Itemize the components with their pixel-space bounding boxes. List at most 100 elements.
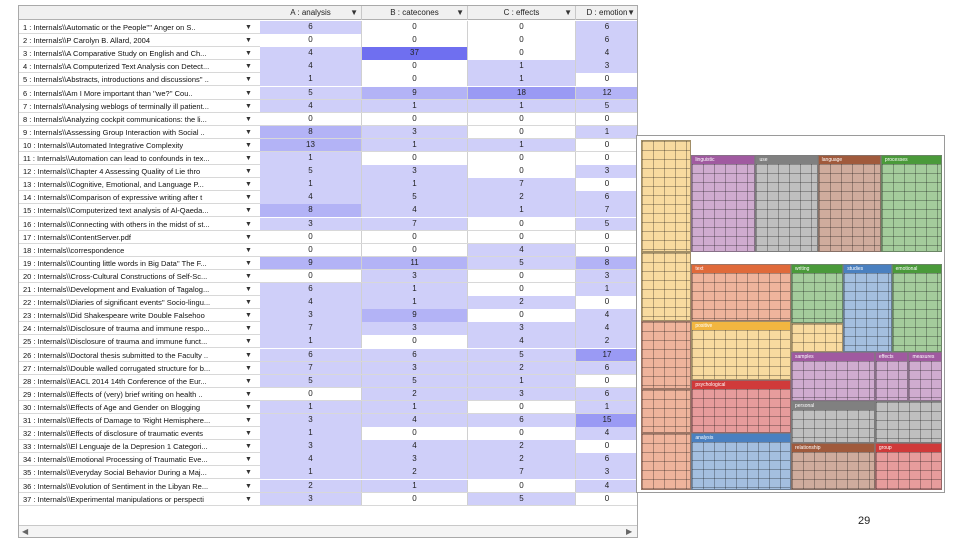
table-row[interactable]: 17 : Internals\\ContentServer.pdf ▼ 0 0 0 0 <box>19 230 637 244</box>
filter-icon[interactable]: ▼ <box>245 469 252 477</box>
table-row[interactable]: 33 : Internals\\El Lenguaje de la Depres… <box>19 440 637 454</box>
matrix-cell[interactable]: 1 <box>362 283 468 296</box>
table-row[interactable]: 1 : Internals\\Automatic or the People''… <box>19 21 637 35</box>
matrix-cell[interactable]: 1 <box>260 152 362 165</box>
matrix-cell[interactable]: 6 <box>576 361 637 375</box>
filter-icon[interactable]: ▼ <box>245 390 252 398</box>
filter-icon[interactable]: ▼ <box>245 482 252 490</box>
matrix-cell[interactable]: 0 <box>260 112 362 126</box>
table-row[interactable]: 22 : Internals\\Diaries of significant e… <box>19 296 637 310</box>
filter-icon[interactable]: ▼ <box>245 76 252 84</box>
table-row[interactable]: 6 : Internals\\Am I More important than … <box>19 86 637 100</box>
filter-icon[interactable]: ▼ <box>245 272 252 280</box>
matrix-cell[interactable]: 5 <box>362 374 468 388</box>
matrix-cell[interactable]: 0 <box>260 230 362 244</box>
table-row[interactable]: 20 : Internals\\Cross-Cultural Construct… <box>19 269 637 283</box>
matrix-cell[interactable]: 4 <box>260 296 362 309</box>
column-header[interactable]: C : effects ▼ <box>468 6 576 20</box>
matrix-cell[interactable]: 4 <box>576 322 637 335</box>
matrix-cell[interactable]: 2 <box>362 387 468 401</box>
matrix-cell[interactable]: 5 <box>576 217 637 230</box>
table-row[interactable]: 30 : Internals\\Effects of Age and Gende… <box>19 400 637 414</box>
filter-icon[interactable]: ▼ <box>456 8 464 17</box>
matrix-cell[interactable]: 5 <box>260 165 362 178</box>
matrix-cell[interactable]: 0 <box>576 296 637 309</box>
matrix-cell[interactable]: 1 <box>362 178 468 191</box>
matrix-cell[interactable]: 1 <box>260 335 362 348</box>
matrix-cell[interactable]: 1 <box>468 99 576 113</box>
matrix-cell[interactable]: 0 <box>468 34 576 47</box>
matrix-cell[interactable]: 0 <box>468 21 576 34</box>
filter-icon[interactable]: ▼ <box>245 89 252 97</box>
matrix-cell[interactable]: 1 <box>362 138 468 152</box>
matrix-cell[interactable]: 8 <box>576 256 637 270</box>
filter-icon[interactable]: ▼ <box>245 338 252 346</box>
matrix-cell[interactable]: 3 <box>576 60 637 73</box>
filter-icon[interactable]: ▼ <box>245 430 252 438</box>
matrix-cell[interactable]: 8 <box>260 204 362 217</box>
filter-icon[interactable]: ▼ <box>245 102 252 110</box>
filter-icon[interactable]: ▼ <box>245 24 252 31</box>
matrix-cell[interactable]: 3 <box>362 322 468 335</box>
matrix-cell[interactable]: 7 <box>576 204 637 217</box>
matrix-cell[interactable]: 6 <box>576 21 637 34</box>
coding-matrix-grid[interactable]: A : analysis ▼ B : catecones ▼ C : effects ▼ D… <box>18 5 638 538</box>
matrix-cell[interactable]: 0 <box>468 269 576 283</box>
matrix-cell[interactable]: 2 <box>468 191 576 204</box>
matrix-cell[interactable]: 0 <box>362 152 468 165</box>
filter-icon[interactable]: ▼ <box>245 312 252 320</box>
matrix-cell[interactable]: 0 <box>576 492 637 506</box>
matrix-cell[interactable]: 6 <box>260 283 362 296</box>
filter-icon[interactable]: ▼ <box>245 128 252 136</box>
matrix-cell[interactable]: 4 <box>468 243 576 257</box>
matrix-cell[interactable]: 1 <box>362 99 468 113</box>
filter-icon[interactable]: ▼ <box>245 443 252 451</box>
filter-icon[interactable]: ▼ <box>350 8 358 17</box>
matrix-cell[interactable]: 4 <box>576 479 637 492</box>
table-row[interactable]: 23 : Internals\\Did Shakespeare write Do… <box>19 309 637 323</box>
table-row[interactable]: 35 : Internals\\Everyday Social Behavior… <box>19 466 637 480</box>
matrix-cell[interactable]: 5 <box>362 191 468 204</box>
filter-icon[interactable]: ▼ <box>245 403 252 411</box>
matrix-cell[interactable]: 11 <box>362 256 468 270</box>
matrix-cell[interactable]: 3 <box>362 269 468 283</box>
filter-icon[interactable]: ▼ <box>245 63 252 71</box>
matrix-cell[interactable]: 13 <box>260 138 362 152</box>
matrix-cell[interactable]: 1 <box>260 400 362 414</box>
matrix-cell[interactable]: 1 <box>468 374 576 388</box>
filter-icon[interactable]: ▼ <box>245 246 252 254</box>
matrix-cell[interactable]: 2 <box>576 335 637 348</box>
matrix-cell[interactable]: 5 <box>260 374 362 388</box>
table-row[interactable]: 25 : Internals\\Disclosure of trauma and… <box>19 335 637 349</box>
matrix-cell[interactable]: 0 <box>362 492 468 506</box>
filter-icon[interactable]: ▼ <box>245 220 252 228</box>
matrix-cell[interactable]: 1 <box>576 125 637 139</box>
matrix-cell[interactable]: 2 <box>362 466 468 479</box>
column-header[interactable]: B : catecones ▼ <box>362 6 468 20</box>
matrix-cell[interactable]: 7 <box>260 322 362 335</box>
table-row[interactable]: 7 : Internals\\Analysing weblogs of term… <box>19 99 637 113</box>
matrix-cell[interactable]: 18 <box>468 86 576 99</box>
matrix-cell[interactable]: 7 <box>260 361 362 375</box>
filter-icon[interactable]: ▼ <box>245 299 252 307</box>
matrix-cell[interactable]: 1 <box>362 296 468 309</box>
matrix-cell[interactable]: 0 <box>362 427 468 440</box>
matrix-cell[interactable]: 0 <box>362 335 468 348</box>
matrix-cell[interactable]: 0 <box>362 230 468 244</box>
matrix-cell[interactable]: 5 <box>576 99 637 113</box>
matrix-cell[interactable]: 1 <box>260 466 362 479</box>
matrix-cell[interactable]: 2 <box>468 440 576 453</box>
matrix-cell[interactable]: 6 <box>576 387 637 401</box>
matrix-cell[interactable]: 0 <box>468 152 576 165</box>
table-row[interactable]: 14 : Internals\\Comparison of expressive… <box>19 191 637 205</box>
matrix-cell[interactable]: 3 <box>576 269 637 283</box>
matrix-cell[interactable]: 7 <box>362 217 468 230</box>
table-row[interactable]: 9 : Internals\\Assessing Group Interacti… <box>19 125 637 139</box>
matrix-cell[interactable]: 1 <box>260 73 362 86</box>
matrix-cell[interactable]: 15 <box>576 414 637 427</box>
matrix-cell[interactable]: 6 <box>576 453 637 466</box>
matrix-cell[interactable]: 4 <box>576 427 637 440</box>
matrix-cell[interactable]: 0 <box>468 400 576 414</box>
matrix-cell[interactable]: 0 <box>362 60 468 73</box>
matrix-cell[interactable]: 1 <box>576 400 637 414</box>
